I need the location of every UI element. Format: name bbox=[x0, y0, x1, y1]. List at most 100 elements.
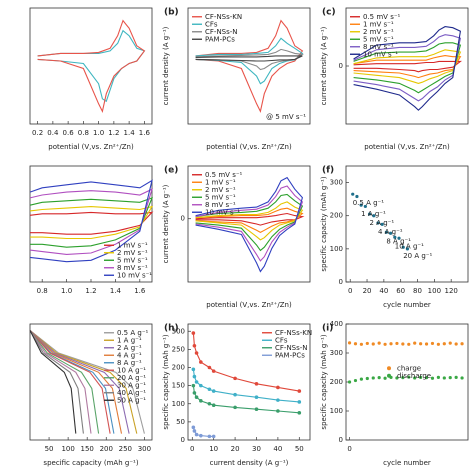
point bbox=[347, 380, 352, 384]
series-line bbox=[195, 55, 303, 62]
legend-label: 50 A g⁻¹ bbox=[117, 396, 146, 404]
series-line bbox=[195, 48, 304, 71]
annotation: 2 A g⁻¹ bbox=[370, 219, 395, 227]
point bbox=[367, 212, 372, 216]
legend-label: 30 A g⁻¹ bbox=[117, 381, 146, 389]
point bbox=[424, 376, 429, 380]
legend-label: 1 mV s⁻¹ bbox=[205, 178, 236, 186]
x-axis-label: potential (V,vs. Zn²⁺/Zn) bbox=[48, 143, 134, 151]
x-tick-label: 1.0 bbox=[93, 129, 104, 137]
series-line bbox=[29, 329, 145, 434]
legend-label: CFs bbox=[275, 336, 288, 344]
x-axis-label: cycle number bbox=[383, 301, 431, 309]
series-line bbox=[195, 212, 305, 226]
point bbox=[407, 375, 411, 379]
point bbox=[371, 342, 375, 346]
series-line bbox=[192, 369, 300, 403]
x-axis-label: current density (A g⁻¹) bbox=[210, 459, 289, 467]
y-tick-label: 300 bbox=[330, 349, 343, 357]
legend-label: CF-NSs-KN bbox=[275, 329, 312, 337]
x-tick-label: 1.2 bbox=[85, 287, 96, 295]
marker bbox=[254, 395, 259, 400]
point bbox=[401, 245, 405, 249]
marker bbox=[207, 365, 212, 370]
panel-label: (f) bbox=[322, 166, 334, 176]
marker bbox=[199, 360, 203, 364]
x-tick-label: 1.0 bbox=[61, 287, 72, 295]
y-tick-label: 200 bbox=[172, 364, 185, 372]
marker bbox=[276, 385, 280, 390]
legend-label: CF-NSs-N bbox=[205, 28, 238, 36]
legend-label: 0.5 mV s⁻¹ bbox=[205, 171, 243, 179]
point bbox=[380, 222, 384, 226]
y-axis-label: specific capacity (mAh g⁻¹) bbox=[320, 334, 328, 429]
annotation: 8 A g⁻¹ bbox=[386, 237, 411, 245]
legend-label: 1 mV s⁻¹ bbox=[363, 20, 394, 28]
y-tick-label: 100 bbox=[172, 400, 185, 408]
point bbox=[376, 221, 380, 225]
marker bbox=[194, 432, 199, 437]
point bbox=[355, 194, 359, 199]
series-line bbox=[29, 330, 77, 434]
series-line bbox=[29, 330, 123, 434]
x-axis-label: potential (V,vs. Zn²⁺/Zn) bbox=[364, 143, 450, 151]
x-tick-label: 300 bbox=[138, 445, 151, 453]
legend-label: 1 A g⁻¹ bbox=[117, 336, 142, 344]
panel-label: (i) bbox=[322, 324, 333, 334]
marker bbox=[276, 409, 280, 413]
x-tick-label: 120 bbox=[444, 287, 457, 295]
marker bbox=[194, 351, 199, 355]
point bbox=[347, 341, 352, 345]
x-tick-label: 0.8 bbox=[78, 129, 89, 137]
x-tick-label: 0.6 bbox=[63, 129, 75, 137]
x-tick-label: 1.2 bbox=[108, 129, 119, 137]
legend-label: 0.5 mV s⁻¹ bbox=[363, 13, 401, 21]
legend-label: 8 mV s⁻¹ bbox=[363, 43, 394, 51]
marker bbox=[199, 433, 203, 438]
panel-label: (h) bbox=[164, 324, 179, 334]
legend-label: 2 mV s⁻¹ bbox=[363, 28, 394, 36]
legend-label: PAM-PCs bbox=[275, 351, 305, 359]
plot-frame bbox=[345, 323, 469, 441]
legend-label: 2 mV s⁻¹ bbox=[205, 186, 236, 194]
point bbox=[384, 230, 388, 234]
y-axis-label: specific capacity (mAh g⁻¹) bbox=[320, 176, 328, 271]
point bbox=[377, 376, 381, 380]
legend-label: 8 mV s⁻¹ bbox=[117, 264, 148, 272]
point bbox=[454, 342, 458, 346]
y-tick-label: 400 bbox=[330, 320, 343, 328]
y-axis-label: current density (A g⁻¹) bbox=[162, 184, 170, 263]
plot-frame bbox=[29, 323, 153, 441]
x-tick-label: 20 bbox=[363, 287, 372, 295]
plot-frame bbox=[29, 7, 153, 125]
plot-frame bbox=[345, 165, 469, 283]
marker bbox=[207, 387, 212, 392]
point bbox=[359, 377, 363, 381]
series-line bbox=[195, 207, 304, 234]
series-line bbox=[195, 201, 304, 241]
legend-label: 10 A g⁻¹ bbox=[117, 366, 146, 374]
x-tick-label: 1.6 bbox=[139, 129, 151, 137]
series-line bbox=[353, 26, 462, 111]
annotation: 10 A g⁻¹ bbox=[395, 242, 424, 250]
marker bbox=[211, 434, 216, 439]
legend-label: 10 mV s⁻¹ bbox=[363, 50, 398, 58]
y-axis-label: current density (A g⁻¹) bbox=[162, 26, 170, 105]
series-line bbox=[29, 196, 153, 248]
point bbox=[419, 342, 423, 346]
marker bbox=[297, 400, 302, 404]
x-tick-label: 150 bbox=[81, 445, 94, 453]
marker bbox=[199, 383, 203, 388]
legend-label: 8 A g⁻¹ bbox=[117, 359, 142, 367]
x-tick-label: 10 bbox=[209, 445, 218, 453]
marker bbox=[192, 374, 197, 379]
marker bbox=[191, 425, 196, 430]
annotation: 4 A g⁻¹ bbox=[378, 228, 403, 236]
marker bbox=[199, 399, 203, 403]
legend-label: 2 A g⁻¹ bbox=[117, 344, 142, 352]
marker bbox=[191, 331, 196, 335]
marker bbox=[211, 403, 216, 408]
point bbox=[407, 342, 411, 346]
y-axis-label: specific capacity (mAh g⁻¹) bbox=[162, 334, 170, 429]
x-tick-label: 30 bbox=[252, 445, 261, 453]
